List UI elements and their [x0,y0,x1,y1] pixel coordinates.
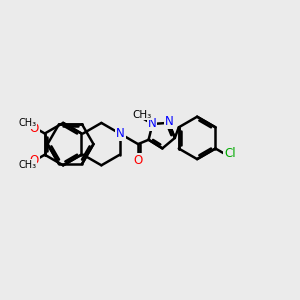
Text: Cl: Cl [224,147,236,160]
Text: N: N [165,115,174,128]
Text: CH₃: CH₃ [133,110,152,120]
Text: N: N [116,127,125,140]
Text: N: N [148,117,156,130]
Text: O: O [134,154,143,167]
Text: O: O [29,154,39,166]
Text: CH₃: CH₃ [18,160,36,170]
Text: O: O [29,122,39,135]
Text: CH₃: CH₃ [18,118,36,128]
